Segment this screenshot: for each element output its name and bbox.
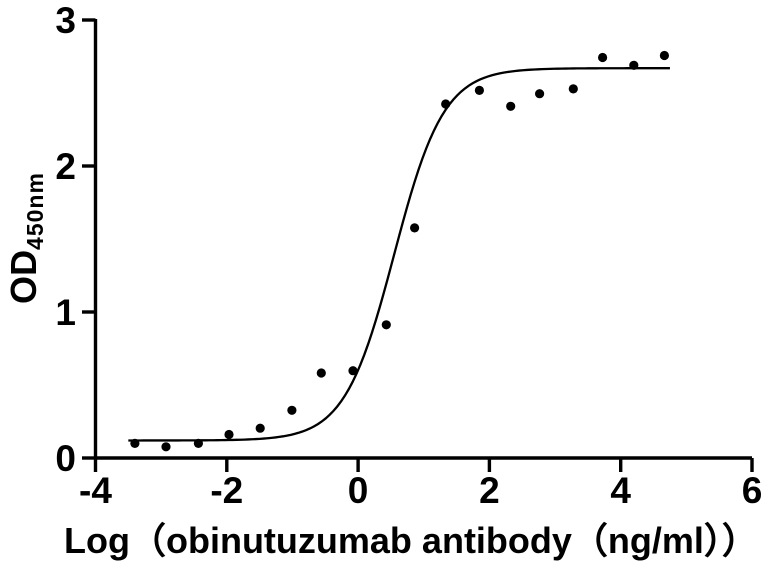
svg-text:4: 4 (610, 470, 631, 511)
svg-text:OD450nm: OD450nm (3, 172, 48, 304)
svg-text:6: 6 (742, 470, 763, 511)
svg-text:0: 0 (348, 470, 369, 511)
svg-text:-2: -2 (210, 470, 243, 511)
svg-text:Log（obinutuzumab antibody（ng/m: Log（obinutuzumab antibody（ng/ml）） (64, 520, 758, 561)
svg-text:2: 2 (479, 470, 500, 511)
svg-text:-4: -4 (79, 470, 112, 511)
svg-text:0: 0 (55, 438, 76, 479)
svg-text:1: 1 (55, 292, 76, 333)
svg-text:2: 2 (55, 146, 76, 187)
svg-text:3: 3 (55, 0, 76, 41)
